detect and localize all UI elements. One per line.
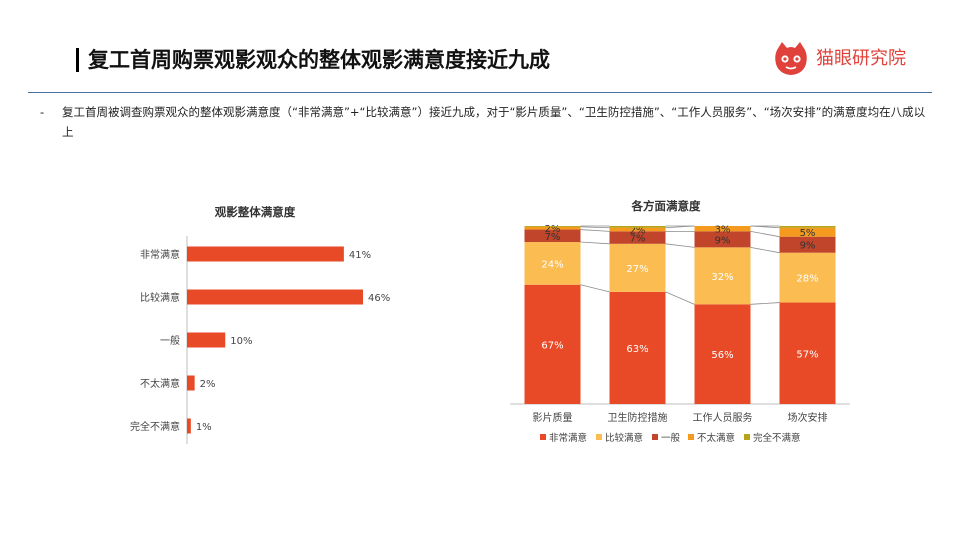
series-line xyxy=(580,284,610,293)
stack-segment xyxy=(524,242,581,285)
summary-bullet: - xyxy=(40,105,45,119)
category-label: 完全不满意 xyxy=(130,420,180,433)
category-label: 非常满意 xyxy=(140,248,180,261)
stack-segment xyxy=(609,231,666,244)
series-line xyxy=(665,291,695,305)
cat-logo-icon xyxy=(775,42,807,75)
series-line xyxy=(750,302,780,305)
stack-segment xyxy=(694,304,751,404)
title-bar: 复工首周购票观影观众的整体观影满意度接近九成 xyxy=(76,44,776,78)
data-label: 3% xyxy=(715,225,731,236)
series-line xyxy=(580,229,610,232)
category-label: 比较满意 xyxy=(140,291,180,304)
data-label: 2% xyxy=(545,224,561,235)
data-label: 46% xyxy=(368,293,390,304)
header-divider xyxy=(28,92,932,93)
bar xyxy=(187,332,226,348)
category-label: 一般 xyxy=(160,334,180,347)
category-label: 不太满意 xyxy=(140,377,180,390)
series-line xyxy=(750,246,780,254)
bar xyxy=(187,418,191,434)
bar xyxy=(187,246,344,262)
stack-segment xyxy=(779,226,836,228)
chart-title: 观影整体满意度 xyxy=(215,205,296,219)
legend-swatch xyxy=(596,434,602,440)
category-label: 影片质量 xyxy=(533,411,573,424)
data-label: 7% xyxy=(630,234,646,245)
data-label: 2% xyxy=(200,379,216,390)
overall-satisfaction-chart: 观影整体满意度 非常满意 41% 比较满意 46% 一般 10% 不太满意 2% 完全不满意 1% xyxy=(130,205,390,444)
brand-logo: 猫眼研究院 xyxy=(772,40,942,80)
aspect-satisfaction-chart: 各方面满意度 67%24%7%2%影片质量63%27%7%2%卫生防控措施56%… xyxy=(510,199,850,444)
legend-label: 完全不满意 xyxy=(753,432,801,444)
title-marker xyxy=(76,48,79,72)
stack-segment xyxy=(779,302,836,404)
legend: 非常满意 比较满意 一般 不太满意 完全不满意 xyxy=(540,432,801,444)
legend-swatch xyxy=(744,434,750,440)
legend-label: 一般 xyxy=(661,432,681,444)
page-title: 复工首周购票观影观众的整体观影满意度接近九成 xyxy=(88,48,550,72)
series-line xyxy=(580,241,610,245)
data-label: 63% xyxy=(626,344,648,355)
data-label: 10% xyxy=(230,336,252,347)
data-label: 27% xyxy=(626,264,648,275)
stack-segment xyxy=(694,247,751,305)
category-label: 场次安排 xyxy=(788,411,828,424)
legend-swatch xyxy=(688,434,694,440)
stack-segment xyxy=(524,284,581,404)
data-label: 67% xyxy=(541,340,563,351)
stack-segment xyxy=(524,226,581,230)
stack-segment xyxy=(609,291,666,404)
stack-segment xyxy=(524,226,581,227)
legend-swatch xyxy=(652,434,658,440)
series-line xyxy=(665,243,695,248)
stack-segment xyxy=(694,226,751,232)
data-label: 2% xyxy=(630,226,646,237)
category-label: 工作人员服务 xyxy=(693,411,753,424)
data-label: 56% xyxy=(711,350,733,361)
legend-swatch xyxy=(540,434,546,440)
data-label: 7% xyxy=(545,232,561,243)
legend-label: 不太满意 xyxy=(697,432,735,444)
stack-segment xyxy=(609,226,666,228)
series-line xyxy=(750,230,780,238)
stack-segment xyxy=(609,243,666,292)
summary-text: 复工首周被调查购票观众的整体观影满意度（“非常满意”+“比较满意”）接近九成，对… xyxy=(62,105,926,139)
data-label: 57% xyxy=(796,349,818,360)
bar xyxy=(187,375,195,391)
category-label: 卫生防控措施 xyxy=(608,411,668,424)
legend-label: 非常满意 xyxy=(549,432,587,444)
data-label: 9% xyxy=(800,241,816,252)
brand-name: 猫眼研究院 xyxy=(816,48,906,69)
data-label: 24% xyxy=(541,259,563,270)
stack-segment xyxy=(609,227,666,232)
data-label: 28% xyxy=(796,274,818,285)
data-label: 41% xyxy=(349,250,371,261)
stack-segment xyxy=(779,236,836,253)
data-label: 32% xyxy=(711,272,733,283)
data-label: 9% xyxy=(715,235,731,246)
chart-title: 各方面满意度 xyxy=(631,199,701,213)
stack-segment xyxy=(694,231,751,248)
data-label: 1% xyxy=(196,422,212,433)
stack-segment xyxy=(779,227,836,237)
data-label: 5% xyxy=(800,228,816,239)
legend-label: 比较满意 xyxy=(605,432,643,444)
stack-segment xyxy=(779,252,836,303)
stack-segment xyxy=(524,229,581,243)
bar xyxy=(187,289,363,305)
series-line xyxy=(580,226,610,229)
